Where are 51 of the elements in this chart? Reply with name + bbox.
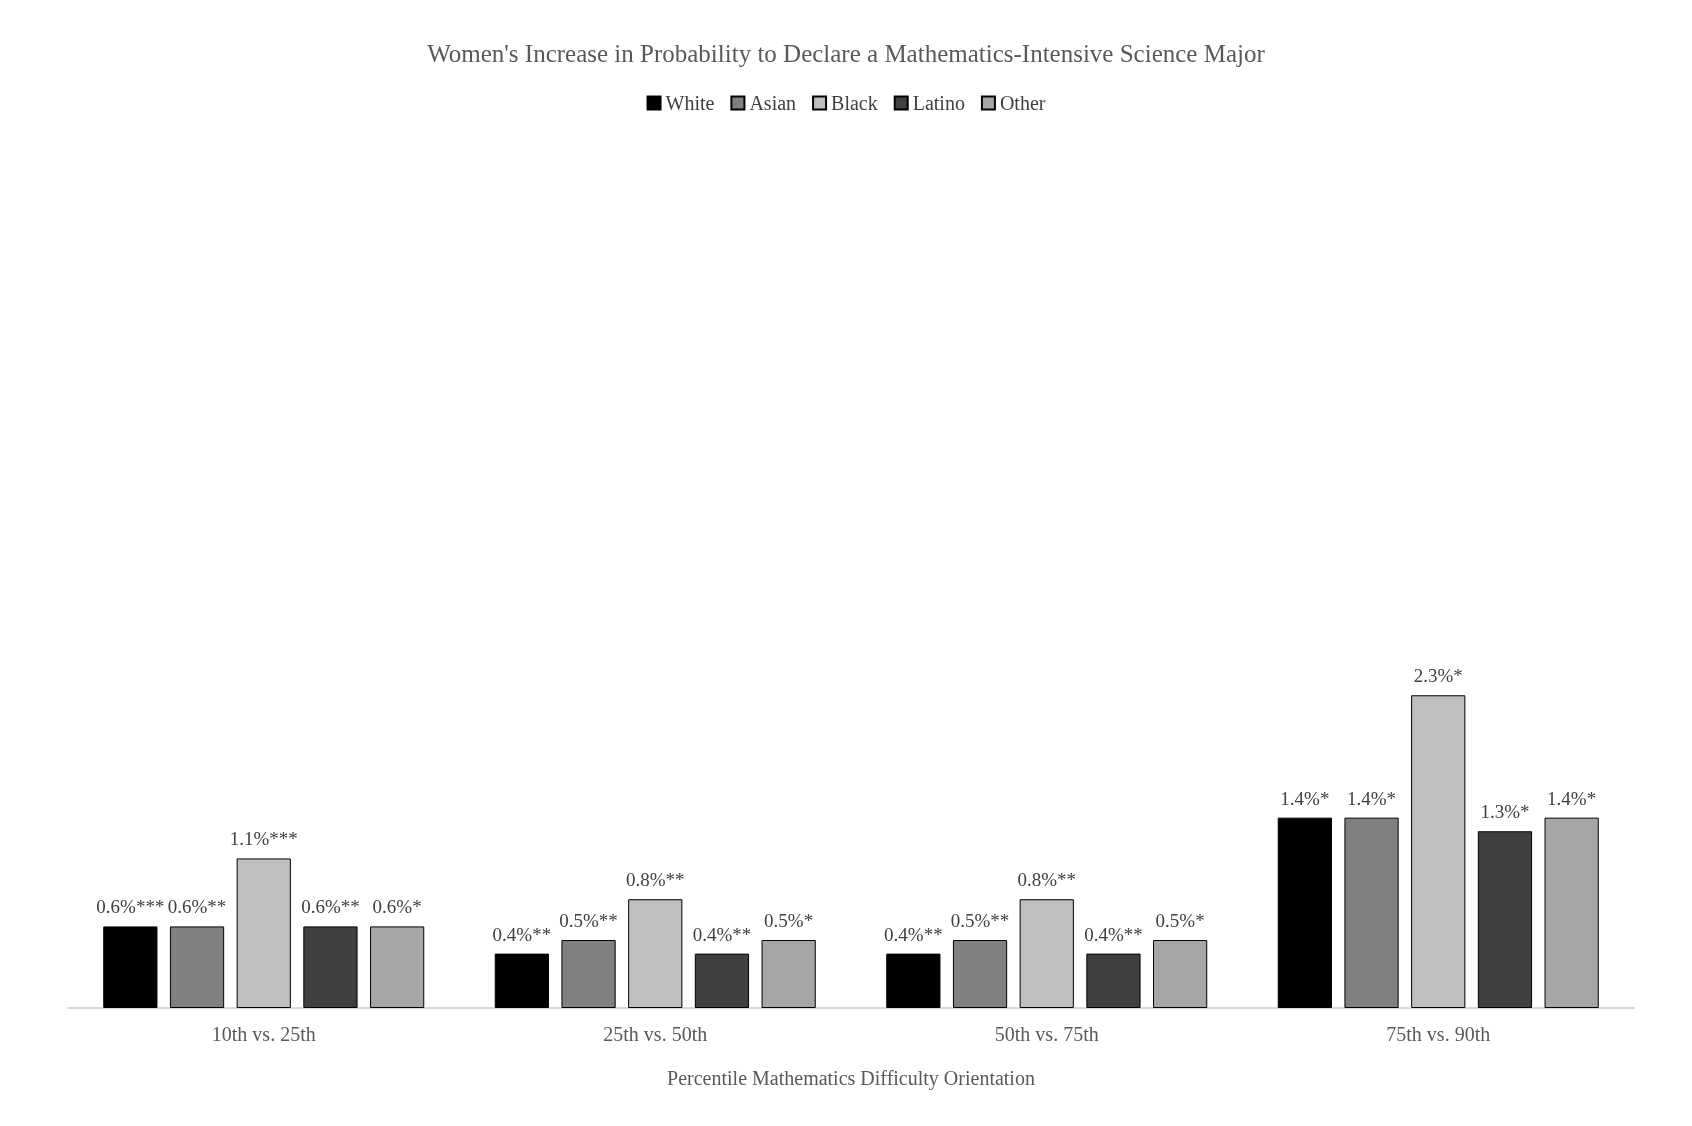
data-label: 0.6%*	[372, 896, 422, 918]
legend-label: Black	[831, 92, 878, 114]
bar	[761, 940, 816, 1008]
bar	[1153, 940, 1208, 1008]
bar	[1344, 817, 1399, 1008]
x-tick-label: 25th vs. 50th	[603, 1023, 708, 1045]
x-tick-label: 75th vs. 90th	[1386, 1023, 1491, 1045]
data-label: 0.5%*	[764, 910, 814, 932]
bar	[494, 953, 549, 1008]
bar	[952, 940, 1008, 1008]
x-axis-title: Percentile Mathematics Difficulty Orientation	[667, 1067, 1035, 1090]
data-label: 0.4%**	[692, 923, 752, 945]
data-label: 0.4%**	[492, 923, 552, 945]
data-label: 1.1%***	[229, 828, 298, 850]
legend-label: Asian	[749, 92, 797, 114]
legend-label: White	[665, 92, 715, 114]
bar	[886, 953, 941, 1008]
bar	[1019, 899, 1074, 1008]
bar	[694, 953, 750, 1008]
legend-label: Latino	[912, 92, 965, 114]
x-tick-label: 10th vs. 25th	[211, 1023, 316, 1045]
bar	[1277, 817, 1332, 1008]
bar	[1086, 953, 1141, 1008]
bar	[303, 926, 358, 1008]
data-label: 1.4%*	[1347, 787, 1397, 809]
data-label: 0.5%**	[950, 910, 1010, 932]
chart-title: Women's Increase in Probability to Declare a Mathematics-Intensive Science Major	[427, 40, 1266, 67]
data-label: 0.5%**	[559, 910, 618, 932]
bar	[1477, 831, 1533, 1008]
legend-label: Other	[999, 92, 1046, 114]
data-label: 1.4%*	[1280, 787, 1330, 809]
data-label: 1.3%*	[1480, 801, 1530, 823]
bar	[103, 926, 158, 1008]
data-label: 0.8%**	[625, 869, 685, 891]
x-tick-label: 50th vs. 75th	[994, 1023, 1099, 1045]
bar	[236, 858, 291, 1008]
data-label: 0.8%**	[1017, 869, 1077, 891]
data-label: 0.6%**	[301, 896, 360, 918]
data-label: 1.4%*	[1547, 787, 1597, 809]
data-label: 0.6%**	[167, 896, 227, 918]
data-label: 2.3%*	[1413, 665, 1463, 687]
bar	[628, 899, 683, 1008]
bar	[370, 926, 425, 1008]
data-label: 0.4%**	[1084, 923, 1143, 945]
data-label: 0.6%***	[96, 896, 165, 918]
data-label: 0.5%*	[1155, 910, 1205, 932]
bar	[1544, 817, 1599, 1008]
bar	[1411, 695, 1466, 1008]
data-label: 0.4%**	[884, 923, 943, 945]
bar	[169, 926, 225, 1008]
bar	[561, 940, 616, 1008]
